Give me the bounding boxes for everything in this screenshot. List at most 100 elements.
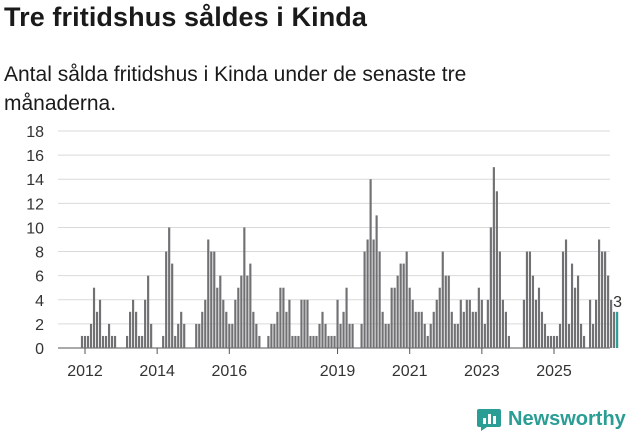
bar (369, 179, 372, 348)
bar (98, 299, 102, 348)
bar (270, 323, 273, 348)
bar (327, 335, 330, 348)
bar (147, 275, 150, 348)
y-tick-label: 2 (35, 317, 44, 334)
bar (528, 251, 532, 348)
bar (180, 311, 183, 348)
bar (195, 323, 198, 348)
bar (592, 323, 595, 348)
bar (459, 299, 462, 348)
bar (240, 275, 243, 348)
bar (144, 299, 147, 348)
bar (276, 311, 279, 348)
bar (381, 311, 384, 348)
bar (405, 251, 408, 348)
bar (537, 287, 541, 348)
bar (222, 299, 225, 348)
bar (540, 311, 544, 348)
bar (228, 323, 231, 348)
bar (453, 323, 456, 348)
bar (465, 299, 468, 348)
bar (339, 323, 342, 348)
bar (351, 323, 354, 348)
bar (321, 311, 324, 348)
bar (219, 275, 222, 348)
bar (279, 287, 282, 348)
bar (567, 323, 571, 348)
y-tick-label: 8 (35, 245, 44, 262)
bar (534, 299, 538, 348)
bar (210, 251, 213, 348)
bar (604, 251, 607, 348)
bar (258, 335, 261, 348)
bar (168, 227, 171, 348)
bar (387, 323, 390, 348)
bar (162, 335, 165, 348)
bar (345, 287, 348, 348)
bar (89, 323, 93, 348)
bar (486, 299, 489, 348)
bar (396, 275, 399, 348)
bar (306, 299, 309, 348)
bar (495, 191, 498, 348)
bar (489, 227, 492, 348)
bar (607, 275, 610, 348)
bar (610, 299, 613, 348)
bar (282, 287, 285, 348)
bar (171, 263, 174, 348)
newsworthy-logo: Newsworthy (476, 406, 626, 432)
bar (165, 251, 168, 348)
bar (231, 323, 234, 348)
bar (135, 311, 138, 348)
bar (498, 251, 501, 348)
y-tick-label: 6 (35, 269, 44, 286)
y-tick-label: 12 (26, 196, 44, 213)
bar (288, 299, 291, 348)
bar (444, 275, 447, 348)
bar (438, 287, 441, 348)
y-tick-label: 18 (26, 124, 44, 141)
bar (83, 335, 87, 348)
bar (110, 335, 114, 348)
bar (92, 287, 96, 348)
bar (198, 323, 201, 348)
bar (576, 275, 580, 348)
bar (246, 275, 249, 348)
bar (471, 311, 474, 348)
bar (561, 251, 565, 348)
bar (249, 263, 252, 348)
bar (312, 335, 315, 348)
bar (132, 299, 135, 348)
bar (126, 335, 129, 348)
bar (492, 167, 495, 348)
y-tick-label: 4 (35, 293, 44, 310)
newsworthy-icon (477, 409, 501, 431)
y-tick-label: 10 (26, 220, 44, 237)
bar (613, 311, 616, 348)
x-tick-label: 2023 (464, 363, 500, 380)
bar (285, 311, 288, 348)
x-tick-label: 2019 (320, 363, 356, 380)
bar (525, 251, 529, 348)
bar (183, 323, 186, 348)
bar (333, 335, 336, 348)
bar (582, 335, 586, 348)
bar (474, 311, 477, 348)
bar (549, 335, 553, 348)
bar (129, 311, 132, 348)
bar (480, 299, 483, 348)
bar (402, 263, 405, 348)
newsworthy-wordmark: Newsworthy (508, 407, 626, 430)
x-tick-label: 2014 (139, 363, 175, 380)
bar (267, 335, 270, 348)
bar (291, 335, 294, 348)
bar (573, 287, 577, 348)
bar (360, 323, 363, 348)
bar (303, 299, 306, 348)
bar (324, 323, 327, 348)
bar (435, 299, 438, 348)
bar (177, 323, 180, 348)
bar (342, 311, 345, 348)
bar (174, 335, 177, 348)
